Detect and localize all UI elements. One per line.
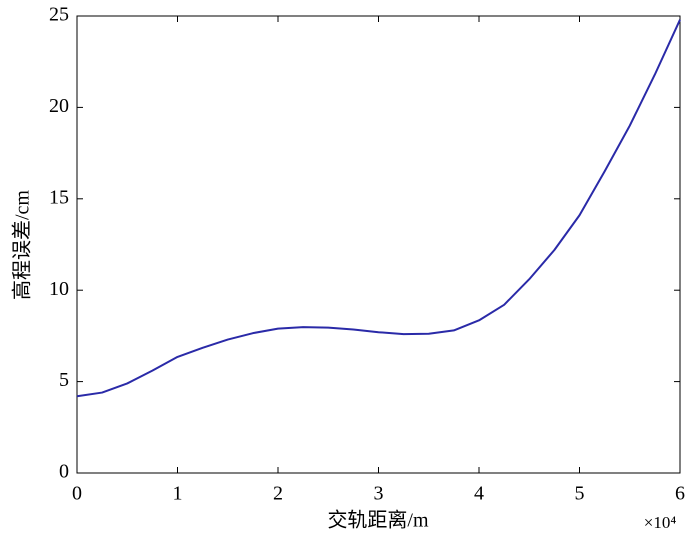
x-axis-label: 交轨距离/m [327,509,429,532]
data-line [76,19,681,398]
y-tick-label: 10 [49,278,69,300]
y-tick-label: 5 [59,369,69,391]
y-tick-label: 15 [49,186,69,208]
y-tick-label: 20 [49,95,69,117]
x-multiplier: ×10⁴ [644,513,677,532]
x-tick-label: 1 [173,483,183,505]
x-tick-label: 3 [374,483,384,505]
x-tick-label: 5 [575,483,585,505]
plot-frame [76,15,681,474]
y-tick-label: 0 [59,461,69,483]
x-tick-label: 0 [72,483,82,505]
x-tick-label: 2 [273,483,283,505]
x-tick-label: 6 [675,483,685,505]
y-tick-label: 25 [49,4,69,26]
y-axis-label: 高程误差/cm [11,190,34,300]
x-tick-label: 4 [474,483,484,505]
